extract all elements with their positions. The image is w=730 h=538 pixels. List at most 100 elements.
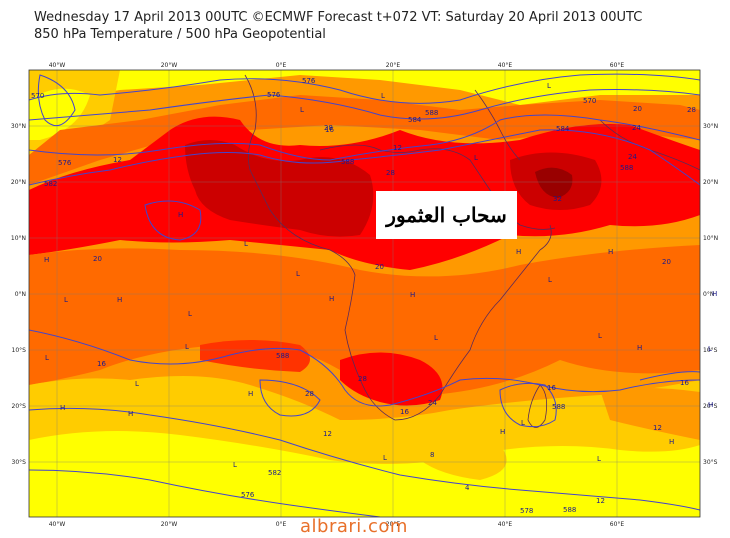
contour-label: 584 [556,125,570,133]
temperature-field [29,70,700,517]
lon-label-bottom: 40°W [49,521,66,528]
lat-label-left: 10°N [11,235,26,242]
svg-text:L: L [45,354,49,362]
svg-text:L: L [244,240,248,248]
lat-label-right: 20°S [703,403,718,410]
svg-text:L: L [474,154,478,162]
svg-text:L: L [547,82,551,90]
contour-label: 576 [241,491,255,499]
svg-text:H: H [500,428,505,436]
lat-label-right: 10°S [703,347,718,354]
svg-text:H: H [60,404,65,412]
temperature-label: 12 [653,424,662,432]
temperature-label: 24 [428,399,437,407]
lon-label-bottom: 0°E [276,521,287,528]
svg-text:H: H [708,401,713,409]
temperature-label: 12 [323,430,332,438]
temperature-label: 8 [430,451,434,459]
lat-label-left: 20°S [12,403,27,410]
temperature-label: 32 [553,195,562,203]
lat-label-right: 10°N [703,235,718,242]
contour-label: 588 [563,506,576,514]
svg-text:H: H [608,248,613,256]
svg-text:L: L [135,380,139,388]
svg-text:H: H [410,291,415,299]
lon-label-top: 20°E [386,62,401,69]
lat-label-right: 30°S [703,459,718,466]
lon-label-top: 40°E [498,62,513,69]
temperature-label: 16 [400,408,409,416]
contour-label: 588 [425,109,438,117]
svg-text:L: L [521,419,525,427]
lon-label-bottom: 40°E [498,521,513,528]
temperature-label: 28 [305,390,314,398]
lat-label-right: 0°N [703,291,714,298]
lon-label-bottom: 20°E [386,521,401,528]
lat-label-right: 20°N [703,179,718,186]
lon-label-bottom: 60°E [610,521,625,528]
lon-label-top: 60°E [610,62,625,69]
svg-text:L: L [708,345,712,353]
lat-label-left: 10°S [12,347,27,354]
coastline [244,74,700,428]
contour-label: 570 [583,97,596,105]
temperature-label: 20 [662,258,671,266]
svg-text:L: L [64,296,68,304]
temperature-label: 12 [113,156,122,164]
contour-label: 576 [267,91,281,99]
svg-text:H: H [44,256,49,264]
svg-text:L: L [233,461,237,469]
chart-title-line1: Wednesday 17 April 2013 00UTC ©ECMWF For… [34,10,643,25]
geopotential-contours [29,73,700,517]
temperature-labels: 12 16 20 20 20 24 24 28 28 28 16 12 4 8 … [93,105,696,505]
temperature-label: 20 [93,255,102,263]
svg-text:L: L [381,92,385,100]
watermark: albrari.com [300,516,408,537]
temperature-label: 16 [680,379,689,387]
svg-text:L: L [296,270,300,278]
lon-label-top: 40°W [49,62,66,69]
temperature-label: 28 [324,124,333,132]
lat-label-right: 30°N [703,123,718,130]
svg-text:L: L [300,106,304,114]
svg-text:L: L [434,334,438,342]
lat-label-left: 0°N [15,291,26,298]
svg-text:H: H [712,290,717,298]
contour-label: 588 [620,164,633,172]
temperature-label: 12 [393,144,402,152]
geopotential-labels: 576 576 576 584 588 588 570 570 582 584 … [31,77,633,515]
temperature-label: 28 [358,375,367,383]
svg-text:L: L [597,455,601,463]
contour-label: 584 [408,116,422,124]
svg-text:L: L [185,343,189,351]
temperature-label: 4 [465,484,470,492]
chart-title-line2: 850 hPa Temperature / 500 hPa Geopotenti… [34,27,326,42]
lon-label-top: 0°E [276,62,287,69]
lat-label-left: 30°S [12,459,27,466]
lat-label-left: 20°N [11,179,26,186]
svg-text:H: H [128,410,133,418]
svg-text:H: H [516,248,521,256]
temperature-label: 16 [547,384,556,392]
lon-label-bottom: 20°W [161,521,178,528]
temperature-label: 20 [375,263,384,271]
contour-label: 588 [276,352,289,360]
contour-label: 588 [552,403,565,411]
svg-text:H: H [178,211,183,219]
svg-text:L: L [598,332,602,340]
contour-label: 588 [341,158,354,166]
svg-text:H: H [248,390,253,398]
contour-label: 576 [58,159,72,167]
svg-text:L: L [188,310,192,318]
svg-text:L: L [548,276,552,284]
contour-label: 582 [268,469,281,477]
svg-text:H: H [329,295,334,303]
temperature-label: 24 [632,124,641,132]
temperature-label: 12 [596,497,605,505]
svg-text:H: H [117,296,122,304]
latitude-labels-left: 30°N 20°N 10°N 0°N 10°S 20°S 30°S [11,123,26,466]
contour-label: 570 [31,92,44,100]
longitude-labels-bottom: 40°W 20°W 0°E 20°E 40°E 60°E [49,521,625,528]
contour-label: 576 [302,77,316,85]
